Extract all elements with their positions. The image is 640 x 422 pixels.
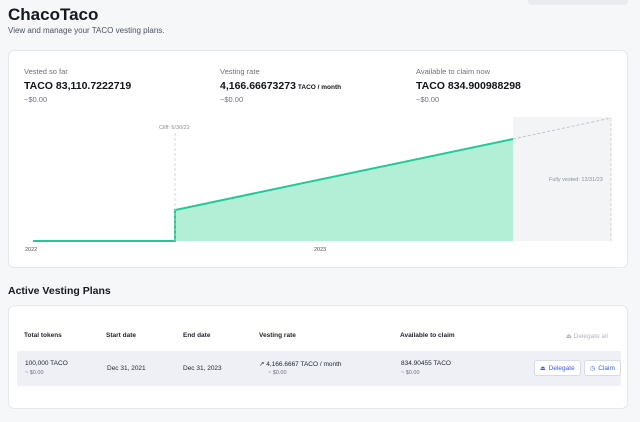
vesting-rate-usd: ~$0.00 [220,95,244,104]
row-vesting-rate: ↗ 4,166.6667 TACO / month [259,360,342,368]
fully-vested-label: Fully vested: 12/31/23 [549,177,603,183]
delegate-icon: ⏏ [540,365,546,372]
future-projection-line [512,117,612,140]
delegate-all-label: Delegate all [573,333,608,340]
delegate-all-button[interactable]: ⏏ Delegate all [566,332,608,340]
vested-so-far-value: TACO 83,110.7222719 [24,80,132,92]
delegate-all-icon: ⏏ [565,333,572,340]
vesting-rate-number: 4,166.66673273 [220,80,296,92]
header-start-date: Start date [106,332,136,339]
delegate-button[interactable]: ⏏ Delegate [534,360,581,376]
row-vesting-rate-text: 4,166.6667 TACO / month [266,361,342,368]
vesting-plans-table: Total tokens Start date End date Vesting… [8,305,628,409]
row-start-date: Dec 31, 2021 [107,365,146,372]
vesting-rate-stat: Vesting rate 4,166.66673273 TACO / month … [220,67,341,104]
app-subtitle: View and manage your TACO vesting plans. [8,26,165,35]
app-title: ChacoTaco [8,5,99,24]
vesting-rate-label: Vesting rate [220,67,260,76]
claimable-label: Available to claim now [416,67,491,76]
row-available-usd: ~ $0.00 [401,370,420,376]
future-vesting-area [513,117,611,241]
vesting-rate-value: 4,166.66673273 TACO / month [220,80,341,92]
vesting-summary-card: Vested so far TACO 83,110.7222719 ~$0.00… [8,50,628,268]
claim-button-label: Claim [598,364,615,372]
vesting-chart: Cliff: 6/30/22 Fully vested: 12/31/23 20… [25,117,612,253]
x-tick-2023: 2023 [314,247,326,253]
row-total-usd: ~ $0.00 [25,370,44,376]
header-end-date: End date [183,332,211,339]
vested-so-far-stat: Vested so far TACO 83,110.7222719 ~$0.00 [24,67,131,104]
claim-icon: ◷ [590,365,596,372]
delegate-button-label: Delegate [548,364,575,372]
header-available-to-claim: Available to claim [400,332,455,339]
claimable-usd: ~$0.00 [416,95,440,104]
claimable-value: TACO 834.900988298 [416,80,521,92]
x-tick-2022: 2022 [25,247,37,253]
row-available: 834.90455 TACO [401,360,451,367]
row-total-tokens: 100,000 TACO [25,360,68,367]
vested-area [175,139,513,241]
claimable-stat: Available to claim now TACO 834.90098829… [416,67,521,104]
row-end-date: Dec 31, 2023 [183,365,222,372]
row-vesting-rate-usd: ~ $0.00 [268,370,287,376]
header-vesting-rate: Vesting rate [259,332,296,339]
vested-so-far-label: Vested so far [24,67,68,76]
table-row: 100,000 TACO ~ $0.00 Dec 31, 2021 Dec 31… [17,351,621,386]
active-vesting-plans-title: Active Vesting Plans [8,285,111,297]
trend-up-icon: ↗ [259,361,265,368]
claim-button[interactable]: ◷ Claim [584,360,621,376]
header-total-tokens: Total tokens [24,332,62,339]
vesting-rate-unit: TACO / month [297,84,342,91]
top-right-panel [528,0,628,5]
vested-so-far-usd: ~$0.00 [24,95,48,104]
cliff-label: Cliff: 6/30/22 [159,125,190,131]
